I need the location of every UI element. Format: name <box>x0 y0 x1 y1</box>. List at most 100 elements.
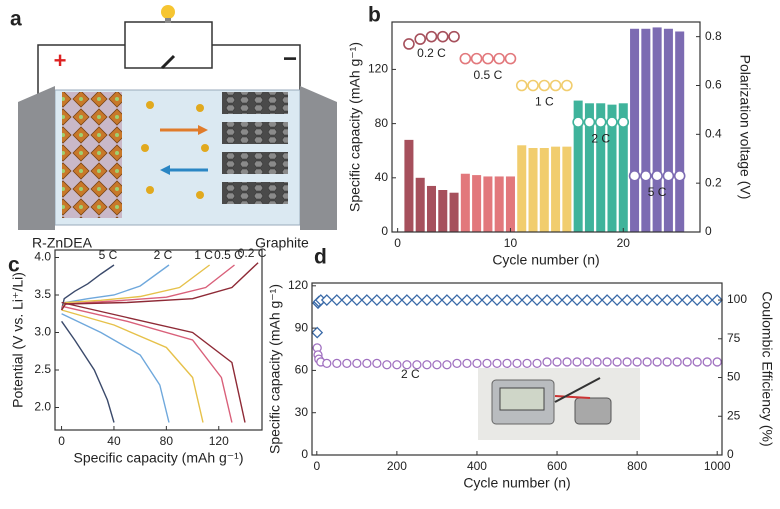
efficiency-point <box>631 294 644 306</box>
x-tick-label: 400 <box>467 459 487 473</box>
polarization-point <box>662 170 675 182</box>
bar <box>562 146 572 232</box>
y2-tick-label: 25 <box>727 408 741 422</box>
y2-tick-label: 0 <box>727 447 734 461</box>
capacity-point <box>442 360 452 370</box>
x-axis-title: Cycle number (n) <box>492 252 599 268</box>
capacity-point <box>702 357 712 367</box>
capacity-point <box>452 358 462 369</box>
polarization-point <box>425 30 438 43</box>
curve-label: 2 C <box>154 248 173 262</box>
x-tick-label: 10 <box>504 236 518 250</box>
capacity-point <box>642 357 652 367</box>
efficiency-point <box>641 294 654 306</box>
efficiency-point <box>390 294 403 306</box>
capacity-point <box>532 358 542 369</box>
rate-label: 0.5 C <box>474 68 503 82</box>
y-axis-title: Potential (V vs. Li⁺/Li) <box>10 272 26 408</box>
capacity-point <box>582 357 592 367</box>
capacity-point <box>462 358 472 369</box>
efficiency-point <box>400 294 413 306</box>
efficiency-point <box>431 294 443 306</box>
capacity-point <box>622 357 632 367</box>
capacity-point <box>362 358 372 369</box>
y-tick-label: 80 <box>375 116 389 130</box>
cathode-material <box>62 92 122 218</box>
efficiency-point <box>471 294 483 306</box>
capacity-point <box>562 357 572 367</box>
capacity-point <box>512 358 522 369</box>
polarization-point <box>673 170 686 182</box>
y-tick-label: 30 <box>295 405 309 419</box>
y-tick-label: 90 <box>295 320 309 334</box>
y-axis-title: Specific capacity (mAh g⁻¹) <box>267 284 283 454</box>
polarization-point <box>606 116 618 128</box>
capacity-point <box>472 358 482 369</box>
schematic: a + − R-ZnDEA Graphite <box>10 5 337 251</box>
efficiency-point <box>681 294 694 306</box>
efficiency-point <box>451 294 463 306</box>
y-tick-label: 3.0 <box>34 325 51 339</box>
y-tick-label: 120 <box>288 278 308 292</box>
bar <box>596 103 606 233</box>
arrow-head <box>198 125 208 135</box>
curve-label: 0.5 C <box>214 248 243 262</box>
inset-photo <box>478 368 640 440</box>
li-ion <box>141 144 149 152</box>
polarization-point <box>436 30 449 43</box>
capacity-point <box>712 357 722 367</box>
polarization-point <box>561 79 573 92</box>
y-tick-label: 2.0 <box>34 400 51 414</box>
polarization-point <box>538 79 551 92</box>
efficiency-point <box>370 294 383 306</box>
efficiency-point <box>541 294 553 306</box>
curve <box>61 320 115 423</box>
efficiency-point <box>591 294 603 306</box>
bar <box>483 176 493 232</box>
capacity-point <box>502 358 512 369</box>
efficiency-point <box>651 294 664 306</box>
bar <box>449 192 459 232</box>
efficiency-point <box>551 294 563 306</box>
graphite-layer <box>222 122 288 144</box>
left-electrode <box>18 86 55 230</box>
bar <box>539 148 549 232</box>
polarization-point <box>651 170 663 182</box>
polarization-point <box>482 52 494 65</box>
polarization-point <box>527 79 539 92</box>
efficiency-point <box>340 294 353 306</box>
efficiency-point <box>711 294 724 306</box>
y-tick-label: 3.5 <box>34 287 51 301</box>
capacity-point <box>602 357 612 367</box>
x-tick-label: 200 <box>387 459 407 473</box>
capacity-point <box>522 358 532 369</box>
capacity-point <box>322 358 332 369</box>
efficiency-point <box>691 294 704 306</box>
bar <box>438 190 448 232</box>
polarization-point <box>414 33 427 45</box>
capacity-point <box>672 357 682 367</box>
efficiency-point <box>621 294 634 306</box>
y-tick-label: 4.0 <box>34 250 51 264</box>
rate-label: 0.2 C <box>417 46 446 60</box>
efficiency-point <box>380 294 393 306</box>
bulb-base <box>165 18 171 23</box>
bar <box>426 185 436 232</box>
efficiency-point <box>581 294 593 306</box>
polarization-point <box>403 38 415 50</box>
efficiency-point <box>521 294 533 306</box>
bar <box>494 176 504 232</box>
panel-label: b <box>368 4 381 27</box>
x-tick-label: 20 <box>617 236 631 250</box>
capacity-point <box>392 360 402 370</box>
plot-frame <box>311 282 723 456</box>
efficiency-point <box>481 294 493 306</box>
anode-label: Graphite <box>255 235 309 251</box>
capacity-point <box>332 358 342 369</box>
capacity-point <box>662 357 672 367</box>
bar <box>415 177 425 232</box>
y2-tick-label: 0.8 <box>705 29 722 43</box>
capacity-point <box>552 357 562 367</box>
negative-sign: − <box>283 45 297 72</box>
